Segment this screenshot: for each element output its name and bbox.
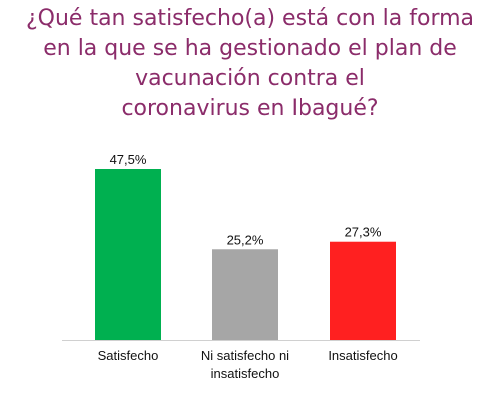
category-label: Ni satisfecho ni xyxy=(201,348,289,363)
bar-value-label: 27,3% xyxy=(345,225,382,240)
category-label: Satisfecho xyxy=(98,348,159,363)
chart-title-line: vacunación contra el xyxy=(135,66,365,91)
category-label: Insatisfecho xyxy=(328,348,397,363)
chart-title-line: coronavirus en Ibagué? xyxy=(121,96,379,121)
bar-value-label: 47,5% xyxy=(110,152,147,167)
bar xyxy=(95,169,161,340)
chart-title-line: en la que se ha gestionado el plan de xyxy=(43,36,457,61)
category-label: insatisfecho xyxy=(211,366,280,381)
bar-series: 47,5% Satisfecho 25,2% Ni satisfecho ni insa… xyxy=(95,152,398,381)
chart-title: ¿Qué tan satisfecho(a) está con la forma… xyxy=(0,4,500,124)
bar xyxy=(330,241,396,340)
bar-value-label: 25,2% xyxy=(227,232,264,247)
bar xyxy=(212,249,278,340)
chart-title-line: ¿Qué tan satisfecho(a) está con la forma xyxy=(25,6,475,31)
